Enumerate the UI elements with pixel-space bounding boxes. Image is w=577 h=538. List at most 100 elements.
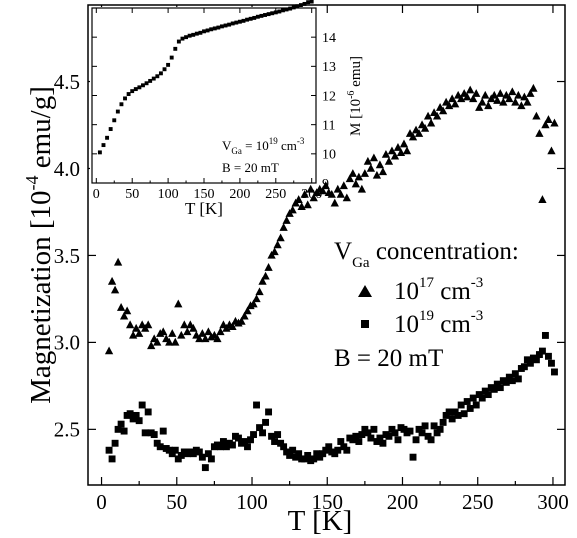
main-point-triangle (252, 294, 261, 303)
main-point-square (430, 422, 438, 430)
main-point-square (340, 443, 348, 451)
main-point-square (376, 434, 384, 442)
main-point-square (511, 370, 519, 378)
main-point-square (316, 453, 324, 461)
main-point-square (168, 450, 176, 458)
inset-point-square (191, 32, 196, 37)
main-point-square (325, 443, 333, 451)
main-point-square (469, 394, 477, 402)
inset-point-square (126, 92, 131, 96)
inset-point-square (237, 19, 242, 24)
legend-field-text: B = 20 mT (334, 345, 443, 372)
main-point-square (541, 331, 549, 339)
main-x-axis-label: T [K] (288, 505, 353, 537)
main-x-tick-label-200: 200 (387, 490, 419, 514)
inset-point-square (133, 87, 138, 92)
main-point-triangle (303, 200, 312, 209)
main-point-square (433, 429, 441, 437)
inset-point-square (219, 24, 224, 29)
main-point-square (439, 418, 447, 426)
inset-x-tick-label-250: 250 (265, 187, 286, 202)
main-point-triangle (339, 181, 348, 190)
main-point-triangle (529, 83, 538, 92)
inset-point-square (306, 0, 311, 5)
main-point-triangle (122, 306, 132, 315)
main-point-triangle (523, 97, 532, 106)
main-point-square (201, 464, 209, 472)
main-point-square (313, 450, 321, 458)
inset-point-square (112, 118, 117, 123)
main-point-triangle (348, 169, 357, 177)
main-point-square (424, 432, 432, 440)
main-point-triangle (538, 195, 547, 204)
main-point-triangle (255, 287, 264, 296)
main-point-triangle (189, 323, 198, 332)
main-point-triangle (402, 146, 412, 155)
main-point-square (244, 443, 251, 451)
main-point-triangle (276, 233, 285, 242)
main-point-triangle (273, 240, 282, 249)
main-point-square (222, 443, 230, 451)
main-point-triangle (414, 129, 424, 137)
main-point-square (391, 429, 399, 437)
inset-point-square (176, 39, 181, 44)
main-point-square (427, 436, 435, 444)
main-point-square (532, 356, 540, 364)
main-point-triangle (544, 115, 553, 124)
main-point-triangle (505, 94, 514, 103)
inset-point-square (119, 102, 124, 107)
main-point-square (171, 446, 179, 454)
main-point-triangle (264, 263, 273, 271)
main-point-triangle (366, 163, 376, 172)
main-point-square (271, 438, 279, 445)
main-point-square (551, 368, 558, 376)
main-x-tick-label-0: 0 (96, 490, 107, 514)
main-point-square (343, 446, 351, 454)
main-point-triangle (384, 156, 394, 165)
main-point-square (331, 450, 339, 458)
inset-point-square (137, 85, 142, 90)
main-point-triangle (475, 103, 484, 111)
main-point-square (544, 352, 552, 360)
main-point-square (274, 431, 282, 439)
inset-point-square (248, 16, 253, 21)
main-point-triangle (408, 132, 418, 141)
main-point-square (496, 384, 504, 392)
inset-point-square (97, 150, 102, 155)
main-point-triangle (294, 195, 303, 204)
main-point-square (358, 431, 366, 439)
main-point-triangle (168, 329, 177, 337)
main-point-triangle (132, 323, 141, 332)
main-point-square (478, 394, 486, 402)
inset-annotation-concentration: VGa = 1019 cm-3 (222, 136, 305, 156)
main-point-square (304, 451, 312, 459)
inset-point-square (284, 7, 289, 12)
main-point-triangle (438, 106, 448, 115)
main-point-square (292, 453, 300, 461)
main-point-square (448, 415, 456, 423)
main-point-triangle (514, 90, 523, 99)
inset-point-square (252, 15, 257, 20)
legend-square-marker (361, 320, 369, 328)
main-point-square (394, 436, 402, 444)
main-plot-frame (87, 4, 566, 486)
main-point-triangle (520, 92, 529, 101)
main-point-square (379, 439, 387, 447)
main-point-triangle (159, 327, 168, 336)
inset-point-square (298, 3, 303, 8)
main-point-triangle (300, 189, 309, 198)
main-data-points (104, 83, 559, 472)
main-point-square (460, 410, 468, 418)
main-point-square (526, 359, 534, 367)
inset-point-square (266, 12, 271, 17)
main-point-triangle (110, 285, 120, 294)
inset-point-square (277, 9, 282, 14)
main-point-triangle (288, 205, 297, 214)
main-point-square (301, 455, 309, 463)
inset-point-square (288, 6, 293, 11)
main-point-triangle (104, 346, 114, 355)
main-point-square (105, 446, 113, 454)
main-point-triangle (378, 167, 388, 176)
main-point-triangle (472, 89, 481, 97)
